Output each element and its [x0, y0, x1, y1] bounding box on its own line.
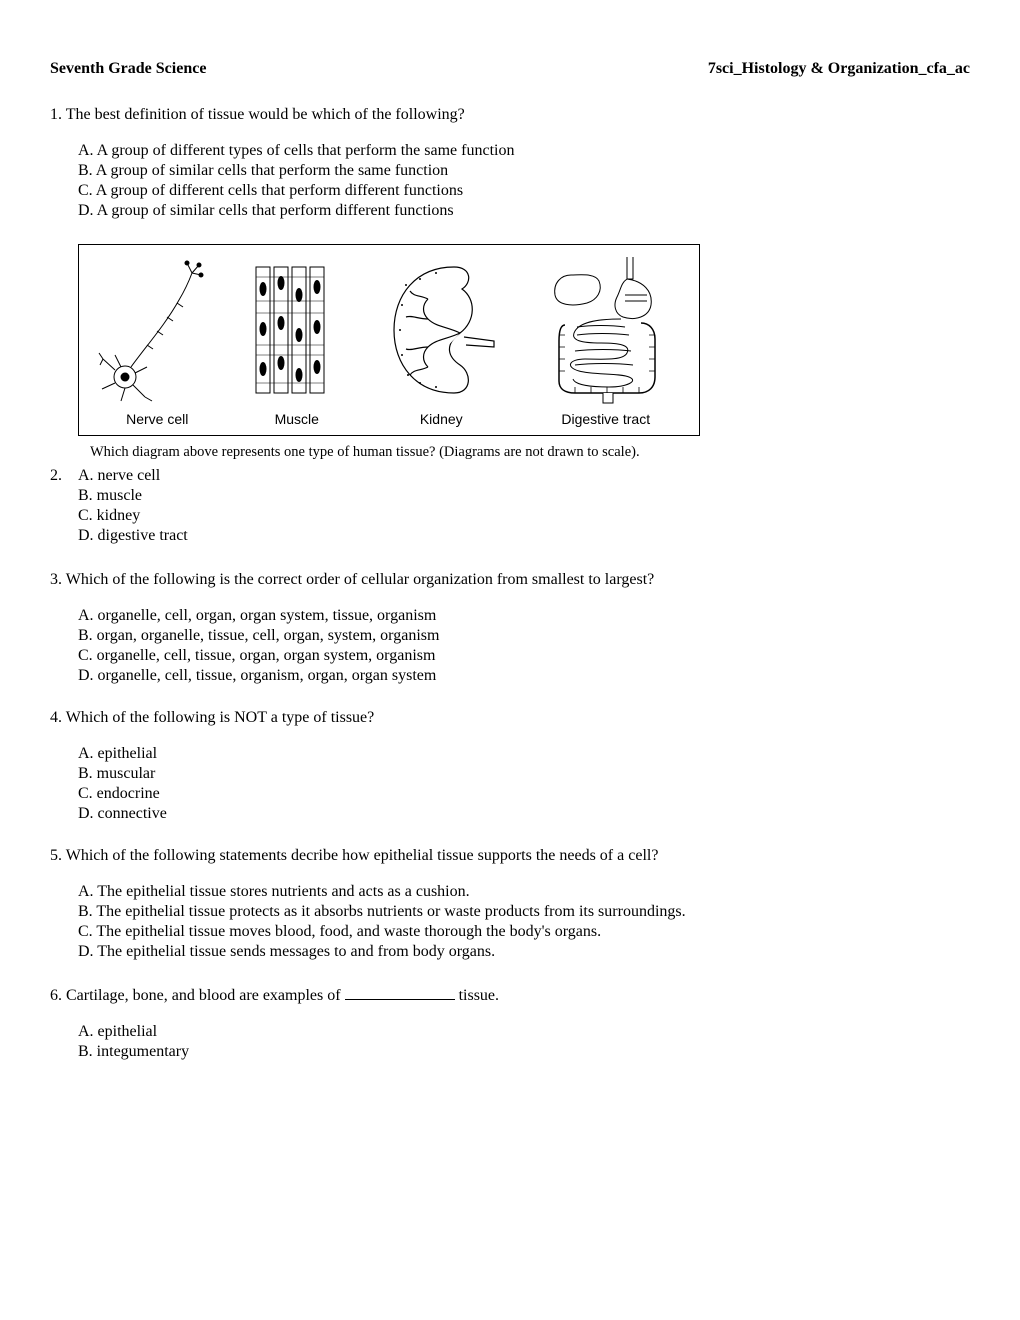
kidney-icon — [376, 255, 506, 405]
figure-row: Nerve cell — [79, 245, 699, 435]
q4-prompt: 4. Which of the following is NOT a type … — [50, 709, 970, 727]
question-3: 3. Which of the following is the correct… — [50, 571, 970, 685]
q6-blank — [345, 985, 455, 1000]
q2-number: 2. — [50, 467, 78, 485]
figure-label-digestive: Digestive tract — [561, 411, 650, 427]
question-1: 1. The best definition of tissue would b… — [50, 106, 970, 220]
q5-prompt: 5. Which of the following statements dec… — [50, 847, 970, 865]
q3-option-c: C. organelle, cell, tissue, organ, organ… — [78, 647, 970, 665]
q3-option-b: B. organ, organelle, tissue, cell, organ… — [78, 627, 970, 645]
q2-option-b: B. muscle — [78, 487, 188, 505]
q2-options: A. nerve cell B. muscle C. kidney D. dig… — [78, 467, 188, 547]
q1-options: A. A group of different types of cells t… — [78, 142, 970, 220]
header-right: 7sci_Histology & Organization_cfa_ac — [708, 60, 970, 78]
q4-option-a: A. epithelial — [78, 745, 970, 763]
figure-label-nerve: Nerve cell — [126, 411, 188, 427]
nerve-cell-icon — [97, 255, 217, 405]
q6-option-b: B. integumentary — [78, 1043, 970, 1061]
q1-option-a: A. A group of different types of cells t… — [78, 142, 970, 160]
q5-option-a: A. The epithelial tissue stores nutrient… — [78, 883, 970, 901]
figure-kidney: Kidney — [376, 255, 506, 427]
q1-prompt: 1. The best definition of tissue would b… — [50, 106, 970, 124]
q1-option-d: D. A group of similar cells that perform… — [78, 202, 970, 220]
q6-prompt-after: tissue. — [455, 987, 499, 1004]
header-left: Seventh Grade Science — [50, 60, 206, 78]
figure-label-kidney: Kidney — [420, 411, 463, 427]
q5-options: A. The epithelial tissue stores nutrient… — [78, 883, 970, 961]
q5-option-c: C. The epithelial tissue moves blood, fo… — [78, 923, 970, 941]
q4-option-d: D. connective — [78, 805, 970, 823]
q2-option-a: A. nerve cell — [78, 467, 188, 485]
question-2: 2. A. nerve cell B. muscle C. kidney D. … — [50, 467, 970, 547]
muscle-icon — [242, 255, 352, 405]
q6-option-a: A. epithelial — [78, 1023, 970, 1041]
figure-label-muscle: Muscle — [275, 411, 319, 427]
question-4: 4. Which of the following is NOT a type … — [50, 709, 970, 823]
q3-option-a: A. organelle, cell, organ, organ system,… — [78, 607, 970, 625]
q1-option-b: B. A group of similar cells that perform… — [78, 162, 970, 180]
q5-option-d: D. The epithelial tissue sends messages … — [78, 943, 970, 961]
question-6: 6. Cartilage, bone, and blood are exampl… — [50, 985, 970, 1061]
figure-digestive: Digestive tract — [531, 255, 681, 427]
q6-options: A. epithelial B. integumentary — [78, 1023, 970, 1061]
figure-box: Nerve cell — [78, 244, 700, 436]
q5-option-b: B. The epithelial tissue protects as it … — [78, 903, 970, 921]
q1-option-c: C. A group of different cells that perfo… — [78, 182, 970, 200]
q3-option-d: D. organelle, cell, tissue, organism, or… — [78, 667, 970, 685]
q3-options: A. organelle, cell, organ, organ system,… — [78, 607, 970, 685]
q2-option-d: D. digestive tract — [78, 527, 188, 545]
figure-caption: Which diagram above represents one type … — [90, 444, 970, 461]
q4-options: A. epithelial B. muscular C. endocrine D… — [78, 745, 970, 823]
figure-muscle: Muscle — [242, 255, 352, 427]
figure-nerve-cell: Nerve cell — [97, 255, 217, 427]
q3-prompt: 3. Which of the following is the correct… — [50, 571, 970, 589]
q4-option-c: C. endocrine — [78, 785, 970, 803]
q2-option-c: C. kidney — [78, 507, 188, 525]
q6-prompt: 6. Cartilage, bone, and blood are exampl… — [50, 985, 970, 1005]
digestive-tract-icon — [531, 255, 681, 405]
page-header: Seventh Grade Science 7sci_Histology & O… — [50, 60, 970, 78]
q4-option-b: B. muscular — [78, 765, 970, 783]
question-5: 5. Which of the following statements dec… — [50, 847, 970, 961]
q6-prompt-before: 6. Cartilage, bone, and blood are exampl… — [50, 987, 345, 1004]
